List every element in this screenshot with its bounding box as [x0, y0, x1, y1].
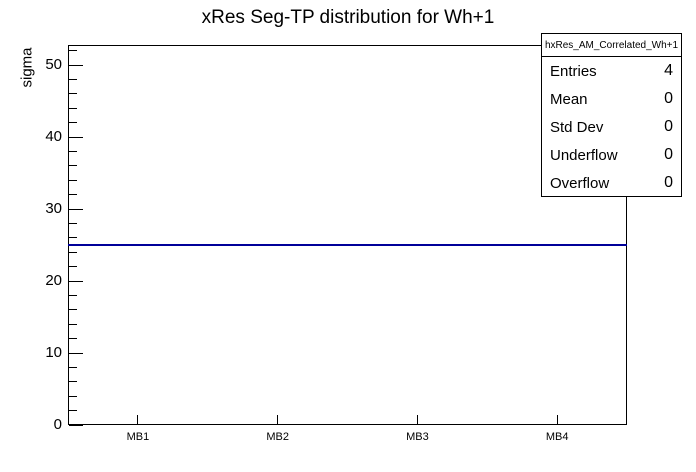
y-minor-tick	[69, 222, 77, 224]
y-minor-tick	[69, 122, 77, 124]
y-major-tick	[69, 64, 83, 66]
stats-row: Overflow 0	[542, 169, 681, 197]
y-major-tick	[69, 424, 83, 426]
stats-label: Underflow	[550, 146, 618, 164]
histogram-line-segment	[487, 244, 627, 246]
y-minor-tick	[69, 338, 77, 340]
y-minor-tick	[69, 410, 77, 412]
y-minor-tick	[69, 79, 77, 81]
y-minor-tick	[69, 309, 77, 311]
stats-box-title: hxRes_AM_Correlated_Wh+1	[542, 34, 681, 57]
stats-rows: Entries 4 Mean 0 Std Dev 0 Underflow 0 O…	[542, 57, 681, 197]
y-minor-tick	[69, 93, 77, 95]
y-minor-tick	[69, 179, 77, 181]
y-minor-tick	[69, 366, 77, 368]
y-minor-tick	[69, 323, 77, 325]
y-minor-tick	[69, 381, 77, 383]
x-tick-label: MB4	[545, 431, 569, 443]
y-minor-tick	[69, 107, 77, 109]
y-tick-label: 30	[45, 200, 62, 218]
stats-value: 0	[664, 174, 673, 191]
stats-value: 0	[664, 118, 673, 135]
y-major-tick	[69, 208, 83, 210]
y-minor-tick	[69, 50, 77, 52]
stats-row: Mean 0	[542, 85, 681, 113]
x-tick-label: MB1	[126, 431, 150, 443]
stats-label: Mean	[550, 90, 588, 108]
y-minor-tick	[69, 395, 77, 397]
x-tick	[556, 415, 558, 424]
y-minor-tick	[69, 266, 77, 268]
y-major-tick	[69, 352, 83, 354]
y-minor-tick	[69, 294, 77, 296]
stats-value: 0	[664, 146, 673, 163]
histogram-line-segment	[347, 244, 488, 246]
stats-row: Underflow 0	[542, 141, 681, 169]
y-minor-tick	[69, 237, 77, 239]
histogram-line-segment	[68, 244, 208, 246]
x-tick	[137, 415, 139, 424]
plot-frame	[68, 45, 627, 425]
stats-row: Entries 4	[542, 57, 681, 85]
y-tick-label: 10	[45, 344, 62, 362]
y-major-tick	[69, 280, 83, 282]
y-tick-label: 40	[45, 128, 62, 146]
x-tick-label: MB3	[406, 431, 429, 443]
y-tick-label: 0	[53, 416, 62, 433]
y-minor-tick	[69, 194, 77, 196]
stats-box: hxRes_AM_Correlated_Wh+1 Entries 4 Mean …	[541, 33, 682, 197]
y-major-tick	[69, 136, 83, 138]
y-minor-tick	[69, 251, 77, 253]
x-tick-label: MB2	[266, 431, 289, 443]
stats-label: Entries	[550, 62, 597, 80]
x-tick	[416, 415, 418, 424]
stats-value: 4	[664, 62, 673, 79]
chart-title: xRes Seg-TP distribution for Wh+1	[201, 7, 495, 28]
y-minor-tick	[69, 151, 77, 152]
x-tick	[277, 415, 279, 424]
y-tick-label: 50	[45, 56, 62, 74]
stats-row: Std Dev 0	[542, 113, 681, 141]
stats-label: Overflow	[550, 174, 610, 192]
histogram-line-segment	[207, 244, 348, 246]
y-tick-label: 20	[45, 272, 62, 290]
stats-label: Std Dev	[550, 118, 604, 136]
stats-value: 0	[664, 90, 673, 107]
y-minor-tick	[69, 165, 77, 167]
